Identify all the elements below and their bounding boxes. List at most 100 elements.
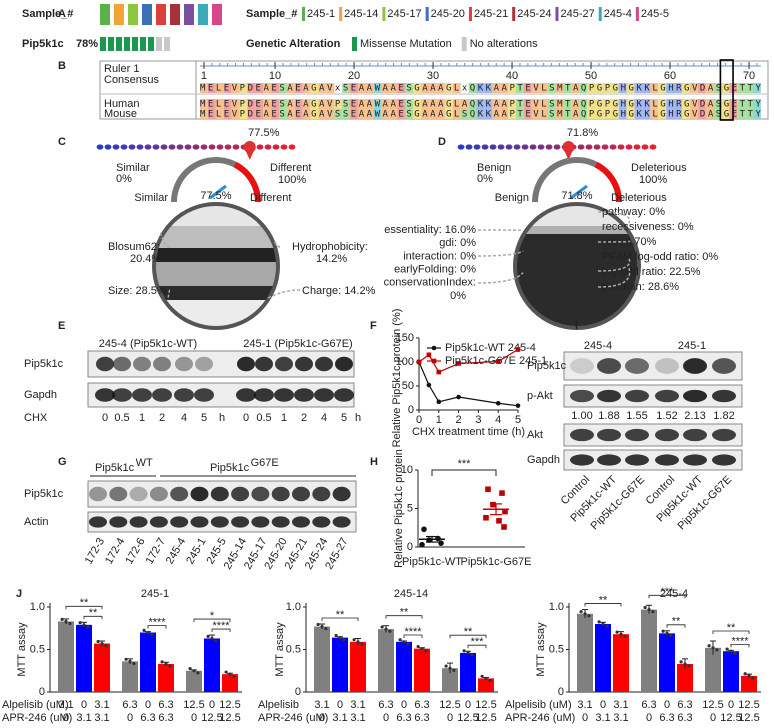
dose-label: 12.5 bbox=[720, 712, 741, 724]
residue-bg bbox=[555, 109, 564, 119]
residue-bg bbox=[334, 109, 343, 119]
sig-bracket bbox=[65, 605, 103, 610]
dose-label: 0 bbox=[191, 712, 197, 724]
blot-band bbox=[210, 516, 229, 528]
residue-bg bbox=[373, 109, 382, 119]
sample-track bbox=[100, 4, 110, 25]
ruler-label: 10 bbox=[269, 70, 281, 82]
dose-label: 0 bbox=[465, 699, 471, 711]
quant-label: 1.82 bbox=[713, 410, 734, 422]
replicate-dot bbox=[747, 674, 751, 678]
domain-dot bbox=[593, 144, 601, 150]
bar bbox=[414, 648, 430, 692]
sig-bracket bbox=[712, 630, 750, 634]
replicate-dot bbox=[733, 651, 737, 655]
feature-label: pathway: 0% bbox=[602, 206, 665, 218]
residue-bg bbox=[255, 99, 264, 109]
legend-swatch bbox=[352, 37, 357, 51]
residue-bg bbox=[681, 99, 690, 109]
row-label: Alpelisib (uM) bbox=[505, 699, 572, 711]
point bbox=[436, 399, 442, 405]
domain-dot bbox=[601, 144, 609, 150]
x-tick-label: 5 bbox=[515, 414, 521, 426]
residue-bg bbox=[705, 99, 714, 109]
y-axis-title: Relative Pip5k1c protein bbox=[393, 449, 405, 568]
point bbox=[426, 382, 432, 388]
domain-dot bbox=[184, 144, 192, 150]
dose-label: 0 bbox=[664, 699, 670, 711]
y-tick-label: 0 bbox=[407, 541, 413, 553]
residue-bg bbox=[200, 109, 208, 119]
residue-bg bbox=[365, 99, 374, 109]
blot-band bbox=[597, 358, 621, 374]
domain-dot bbox=[136, 144, 144, 150]
point bbox=[490, 501, 496, 508]
band bbox=[515, 226, 639, 234]
blot-band bbox=[231, 516, 250, 528]
blot-band bbox=[655, 454, 679, 466]
residue-bg bbox=[413, 99, 422, 109]
feature-label: 0% bbox=[450, 290, 466, 302]
domain-dot bbox=[553, 144, 561, 150]
replicate-dot bbox=[647, 607, 651, 612]
replicate-dot bbox=[661, 629, 665, 633]
x-axis-title: CHX treatment time (h) bbox=[412, 426, 525, 438]
blot-band bbox=[109, 486, 128, 502]
residue-bg bbox=[429, 109, 437, 119]
domain-dot bbox=[585, 144, 593, 150]
dose-label: 0 bbox=[401, 699, 407, 711]
residue-bg bbox=[492, 83, 501, 93]
point bbox=[426, 352, 432, 358]
residue-bg bbox=[263, 99, 272, 109]
dose-label: 6.3 bbox=[641, 699, 656, 711]
bar bbox=[332, 637, 348, 692]
blot-band bbox=[133, 356, 151, 372]
replicate-dot bbox=[192, 669, 196, 673]
residue-bg bbox=[579, 99, 588, 109]
legend-label: 245-14 bbox=[344, 8, 378, 20]
replicate-dot bbox=[168, 664, 172, 668]
feature-label: recessiveness: 0% bbox=[602, 221, 694, 233]
blot-band bbox=[275, 356, 293, 372]
residue-bg bbox=[468, 99, 477, 109]
dose-label: 0 bbox=[728, 699, 734, 711]
residue-bg bbox=[342, 83, 351, 93]
blot-band bbox=[231, 486, 250, 502]
dose-label: 3.1 bbox=[595, 712, 610, 724]
blot-band bbox=[295, 356, 313, 372]
panel-letter: I bbox=[575, 320, 578, 332]
blot-band bbox=[570, 454, 594, 466]
replicate-dot bbox=[452, 668, 456, 672]
replicate-dot bbox=[597, 620, 601, 624]
residue-bg bbox=[531, 99, 540, 109]
residue-bg bbox=[294, 99, 303, 109]
legend-swatch bbox=[468, 7, 472, 21]
residue-bg bbox=[753, 109, 761, 119]
legend-marker bbox=[431, 345, 437, 351]
residue-bg bbox=[563, 83, 572, 93]
chx-time: h bbox=[355, 412, 361, 424]
point bbox=[501, 524, 507, 530]
residue-bg bbox=[247, 83, 256, 93]
domain-dot bbox=[617, 144, 625, 150]
residue-bg bbox=[745, 83, 753, 93]
chx-time: 5 bbox=[341, 412, 347, 424]
legend-label: Pip5k1c-G67E 245-1 bbox=[445, 355, 547, 367]
sig-label: **** bbox=[731, 635, 749, 647]
sig-label: **** bbox=[148, 617, 166, 629]
residue-bg bbox=[571, 99, 580, 109]
residue-bg bbox=[602, 109, 611, 119]
sample-track bbox=[156, 4, 166, 25]
replicate-dot bbox=[196, 671, 200, 675]
blot-band bbox=[153, 356, 171, 372]
residue-bg bbox=[294, 83, 303, 93]
band bbox=[154, 286, 278, 300]
alteration-cell bbox=[132, 37, 138, 51]
gauge-needle bbox=[570, 184, 588, 200]
feature-label: Size: 28.5% bbox=[108, 285, 167, 297]
replicate-dot bbox=[60, 617, 64, 621]
dose-label: 12.5 bbox=[738, 699, 759, 711]
residue-bg bbox=[342, 99, 351, 109]
blot-band bbox=[334, 388, 354, 402]
residue-bg bbox=[484, 109, 493, 119]
